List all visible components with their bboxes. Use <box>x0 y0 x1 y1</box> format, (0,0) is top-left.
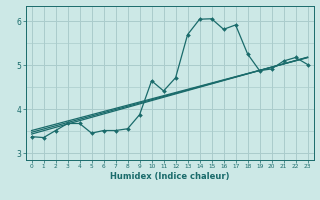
X-axis label: Humidex (Indice chaleur): Humidex (Indice chaleur) <box>110 172 229 181</box>
